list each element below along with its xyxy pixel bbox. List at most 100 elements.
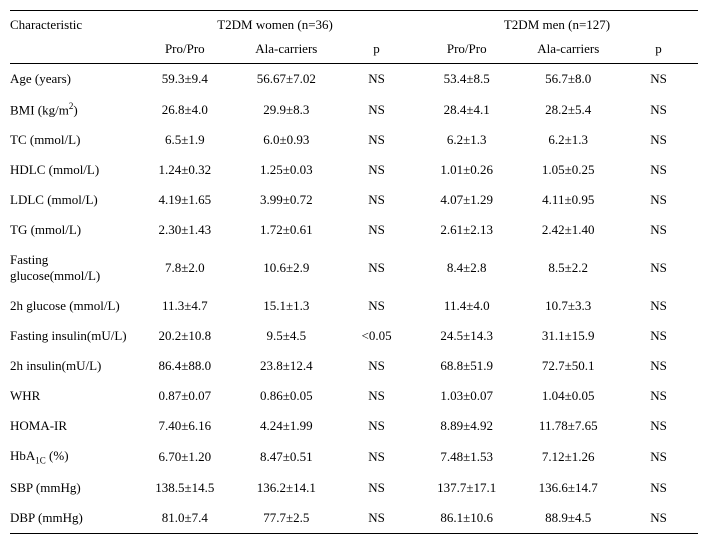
cell-men-ala: 56.7±8.0 — [518, 64, 620, 95]
subheader-women-p: p — [337, 37, 416, 64]
row-label: HbA1C (%) — [10, 441, 134, 473]
table-body: Age (years)59.3±9.456.67±7.02NS53.4±8.55… — [10, 64, 698, 534]
table-row: SBP (mmHg)138.5±14.5136.2±14.1NS137.7±17… — [10, 473, 698, 503]
cell-women-propro: 7.8±2.0 — [134, 245, 236, 291]
col-header-group-women: T2DM women (n=36) — [134, 11, 416, 38]
cell-women-propro: 11.3±4.7 — [134, 291, 236, 321]
cell-women-propro: 86.4±88.0 — [134, 351, 236, 381]
cell-men-propro: 8.89±4.92 — [416, 411, 518, 441]
cell-men-propro: 28.4±4.1 — [416, 94, 518, 125]
cell-women-p: NS — [337, 125, 416, 155]
cell-men-ala: 1.05±0.25 — [518, 155, 620, 185]
cell-men-p: NS — [619, 245, 698, 291]
cell-men-p: NS — [619, 94, 698, 125]
cell-women-ala: 136.2±14.1 — [236, 473, 338, 503]
cell-men-propro: 6.2±1.3 — [416, 125, 518, 155]
table-row: DBP (mmHg)81.0±7.477.7±2.5NS86.1±10.688.… — [10, 503, 698, 534]
row-label: TC (mmol/L) — [10, 125, 134, 155]
cell-women-p: NS — [337, 215, 416, 245]
cell-men-ala: 10.7±3.3 — [518, 291, 620, 321]
table-row: LDLC (mmol/L)4.19±1.653.99±0.72NS4.07±1.… — [10, 185, 698, 215]
cell-women-p: NS — [337, 155, 416, 185]
table-row: Age (years)59.3±9.456.67±7.02NS53.4±8.55… — [10, 64, 698, 95]
cell-women-ala: 23.8±12.4 — [236, 351, 338, 381]
row-label: 2h glucose (mmol/L) — [10, 291, 134, 321]
table-row: 2h glucose (mmol/L)11.3±4.715.1±1.3NS11.… — [10, 291, 698, 321]
row-label: 2h insulin(mU/L) — [10, 351, 134, 381]
cell-women-propro: 20.2±10.8 — [134, 321, 236, 351]
table-row: BMI (kg/m2)26.8±4.029.9±8.3NS28.4±4.128.… — [10, 94, 698, 125]
cell-men-ala: 7.12±1.26 — [518, 441, 620, 473]
cell-women-propro: 4.19±1.65 — [134, 185, 236, 215]
cell-men-p: NS — [619, 473, 698, 503]
cell-women-propro: 6.70±1.20 — [134, 441, 236, 473]
table-row: HbA1C (%)6.70±1.208.47±0.51 NS 7.48±1.537.… — [10, 441, 698, 473]
cell-women-p: NS — [337, 411, 416, 441]
cell-women-propro: 81.0±7.4 — [134, 503, 236, 534]
row-label: Fasting insulin(mU/L) — [10, 321, 134, 351]
cell-women-propro: 6.5±1.9 — [134, 125, 236, 155]
subheader-men-ala: Ala-carriers — [518, 37, 620, 64]
cell-women-ala: 3.99±0.72 — [236, 185, 338, 215]
row-label: HDLC (mmol/L) — [10, 155, 134, 185]
cell-men-ala: 88.9±4.5 — [518, 503, 620, 534]
row-label: DBP (mmHg) — [10, 503, 134, 534]
cell-women-p: NS — [337, 473, 416, 503]
table-row: HOMA-IR7.40±6.164.24±1.99NS8.89±4.9211.7… — [10, 411, 698, 441]
cell-men-ala: 6.2±1.3 — [518, 125, 620, 155]
cell-men-propro: 7.48±1.53 — [416, 441, 518, 473]
table-row: Fasting glucose(mmol/L)7.8±2.010.6±2.9 NS… — [10, 245, 698, 291]
subheader-men-p: p — [619, 37, 698, 64]
cell-men-propro: 4.07±1.29 — [416, 185, 518, 215]
cell-women-ala: 4.24±1.99 — [236, 411, 338, 441]
cell-men-p: NS — [619, 155, 698, 185]
cell-women-ala: 0.86±0.05 — [236, 381, 338, 411]
cell-women-ala: 29.9±8.3 — [236, 94, 338, 125]
cell-women-ala: 56.67±7.02 — [236, 64, 338, 95]
cell-men-propro: 2.61±2.13 — [416, 215, 518, 245]
cell-men-p: NS — [619, 321, 698, 351]
cell-women-propro: 138.5±14.5 — [134, 473, 236, 503]
subheader-men-propro: Pro/Pro — [416, 37, 518, 64]
cell-women-propro: 0.87±0.07 — [134, 381, 236, 411]
cell-men-ala: 4.11±0.95 — [518, 185, 620, 215]
cell-women-p: NS — [337, 64, 416, 95]
cell-men-p: NS — [619, 411, 698, 441]
cell-women-ala: 1.72±0.61 — [236, 215, 338, 245]
cell-women-propro: 1.24±0.32 — [134, 155, 236, 185]
row-label: BMI (kg/m2) — [10, 94, 134, 125]
cell-men-p: NS — [619, 351, 698, 381]
row-label: WHR — [10, 381, 134, 411]
cell-men-ala: 72.7±50.1 — [518, 351, 620, 381]
cell-women-propro: 26.8±4.0 — [134, 94, 236, 125]
cell-men-propro: 86.1±10.6 — [416, 503, 518, 534]
cell-men-propro: 1.01±0.26 — [416, 155, 518, 185]
cell-women-ala: 77.7±2.5 — [236, 503, 338, 534]
cell-women-p: NS — [337, 94, 416, 125]
cell-women-propro: 59.3±9.4 — [134, 64, 236, 95]
cell-women-p: NS — [337, 185, 416, 215]
cell-men-p: NS — [619, 503, 698, 534]
row-label: Fasting glucose(mmol/L) — [10, 245, 134, 291]
cell-men-propro: 11.4±4.0 — [416, 291, 518, 321]
cell-women-ala: 8.47±0.51 — [236, 441, 338, 473]
table-row: 2h insulin(mU/L)86.4±88.023.8±12.4NS68.8… — [10, 351, 698, 381]
cell-women-p: NS — [337, 291, 416, 321]
cell-men-ala: 31.1±15.9 — [518, 321, 620, 351]
cell-men-p: NS — [619, 215, 698, 245]
table-row: WHR0.87±0.070.86±0.05NS1.03±0.071.04±0.0… — [10, 381, 698, 411]
cell-men-propro: 24.5±14.3 — [416, 321, 518, 351]
cell-women-ala: 1.25±0.03 — [236, 155, 338, 185]
row-label: SBP (mmHg) — [10, 473, 134, 503]
cell-women-p: NS — [337, 503, 416, 534]
cell-men-ala: 2.42±1.40 — [518, 215, 620, 245]
cell-men-p: NS — [619, 441, 698, 473]
cell-men-ala: 11.78±7.65 — [518, 411, 620, 441]
row-label: LDLC (mmol/L) — [10, 185, 134, 215]
cell-men-p: NS — [619, 125, 698, 155]
cell-men-ala: 8.5±2.2 — [518, 245, 620, 291]
cell-men-p: NS — [619, 291, 698, 321]
cell-women-ala: 10.6±2.9 — [236, 245, 338, 291]
table-row: TG (mmol/L)2.30±1.431.72±0.61NS2.61±2.13… — [10, 215, 698, 245]
cell-men-propro: 1.03±0.07 — [416, 381, 518, 411]
